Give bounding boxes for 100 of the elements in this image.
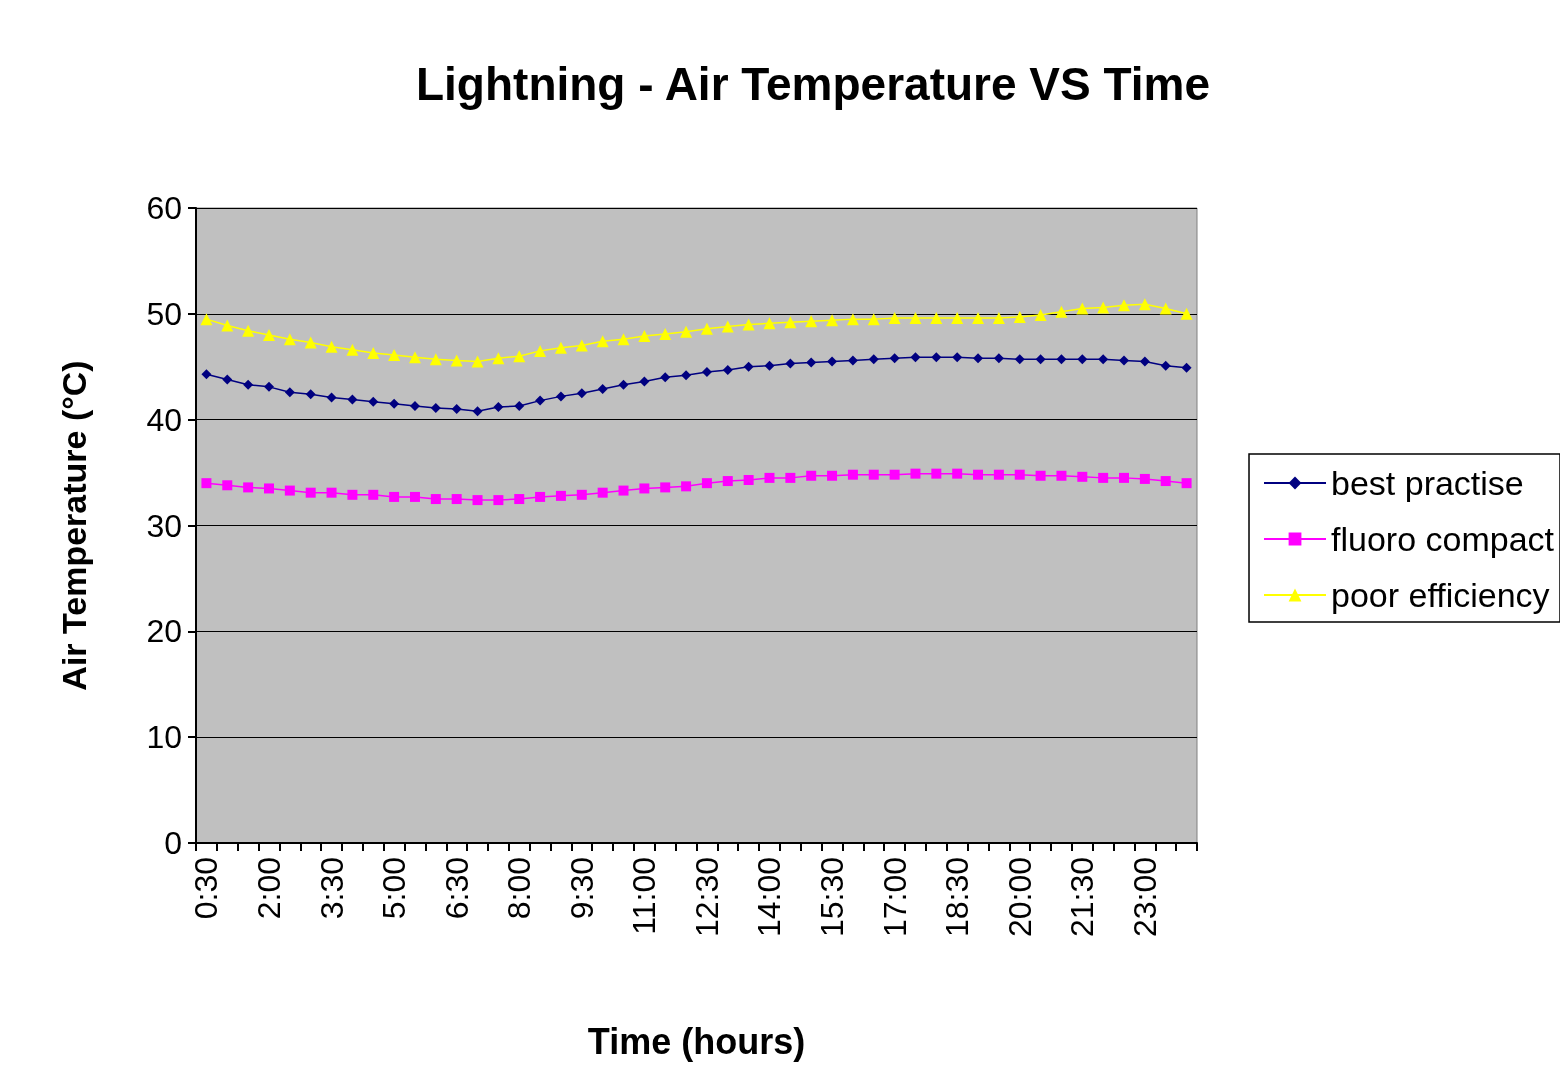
point [930,312,943,325]
point [596,335,609,348]
point [910,468,921,479]
y-tick-label: 20 [146,613,182,650]
point [889,469,900,480]
point [471,355,484,368]
point [681,370,692,381]
point [910,352,921,363]
point [222,480,233,491]
point [1056,470,1067,481]
point [1098,472,1109,483]
point [389,398,400,409]
point [639,376,650,387]
point [305,389,316,400]
point [493,401,504,412]
point [262,329,275,341]
point [993,469,1004,480]
point [1119,472,1130,483]
point [514,494,525,505]
point [347,394,358,405]
x-tick-label: 0:30 [188,857,225,920]
point [576,388,587,399]
point [743,361,754,372]
point [1055,305,1068,318]
point [451,494,462,505]
point [722,476,733,487]
y-tick-label: 40 [146,401,182,438]
y-tick-label: 0 [164,825,182,861]
point [325,340,338,353]
y-tick-label: 50 [146,295,182,332]
point [618,485,629,496]
point [973,353,984,364]
point [576,489,587,500]
point [1035,354,1046,365]
x-tick-label: 11:00 [626,857,663,935]
point [992,312,1005,325]
point [909,312,922,325]
point [597,383,608,394]
x-tick-label: 3:30 [313,857,350,920]
point [951,312,964,325]
point [389,491,400,502]
point [326,487,337,498]
point [1098,354,1109,365]
point [701,478,712,489]
point [243,482,254,493]
point [430,403,441,414]
point [492,352,505,365]
point [638,330,651,343]
point [554,341,567,354]
point [283,333,296,346]
point [931,468,942,479]
point [304,336,317,349]
point [597,487,608,498]
point [618,379,629,390]
point [617,333,630,346]
point [1138,298,1151,311]
point [472,406,483,417]
legend-label: fluoro compact [1331,520,1555,558]
x-tick-label: 2:00 [250,857,287,920]
point [993,353,1004,364]
point [284,485,295,496]
point [639,483,650,494]
point [763,317,776,330]
point [973,469,984,480]
point [408,351,421,364]
point [681,481,692,492]
point [450,354,463,367]
point [346,343,359,356]
point [1097,301,1110,314]
point [972,312,985,325]
y-tick-label: 30 [146,507,182,544]
point [221,319,234,332]
point [388,349,401,362]
chart-title: Lightning - Air Temperature VS Time [415,58,1211,110]
point [368,489,379,500]
point [868,354,879,365]
point [784,316,797,329]
point [263,381,274,392]
point [1035,470,1046,481]
point [1118,299,1131,312]
x-tick-label: 14:00 [751,857,788,938]
point [409,400,420,411]
legend-label: poor efficiency [1331,576,1550,614]
point [534,344,547,357]
point [1077,354,1088,365]
point [660,482,671,493]
point [847,469,858,480]
x-tick-label: 8:00 [501,857,538,920]
point [429,353,442,366]
x-axis-title: Time (hours) [587,1020,806,1062]
point [827,470,838,481]
point [1139,473,1150,484]
point [535,491,546,502]
point [1181,362,1192,373]
x-tick-label: 18:30 [939,857,976,938]
point [347,489,358,500]
x-tick-label: 15:30 [814,857,851,938]
point [514,400,525,411]
point [931,352,942,363]
point [200,313,213,326]
